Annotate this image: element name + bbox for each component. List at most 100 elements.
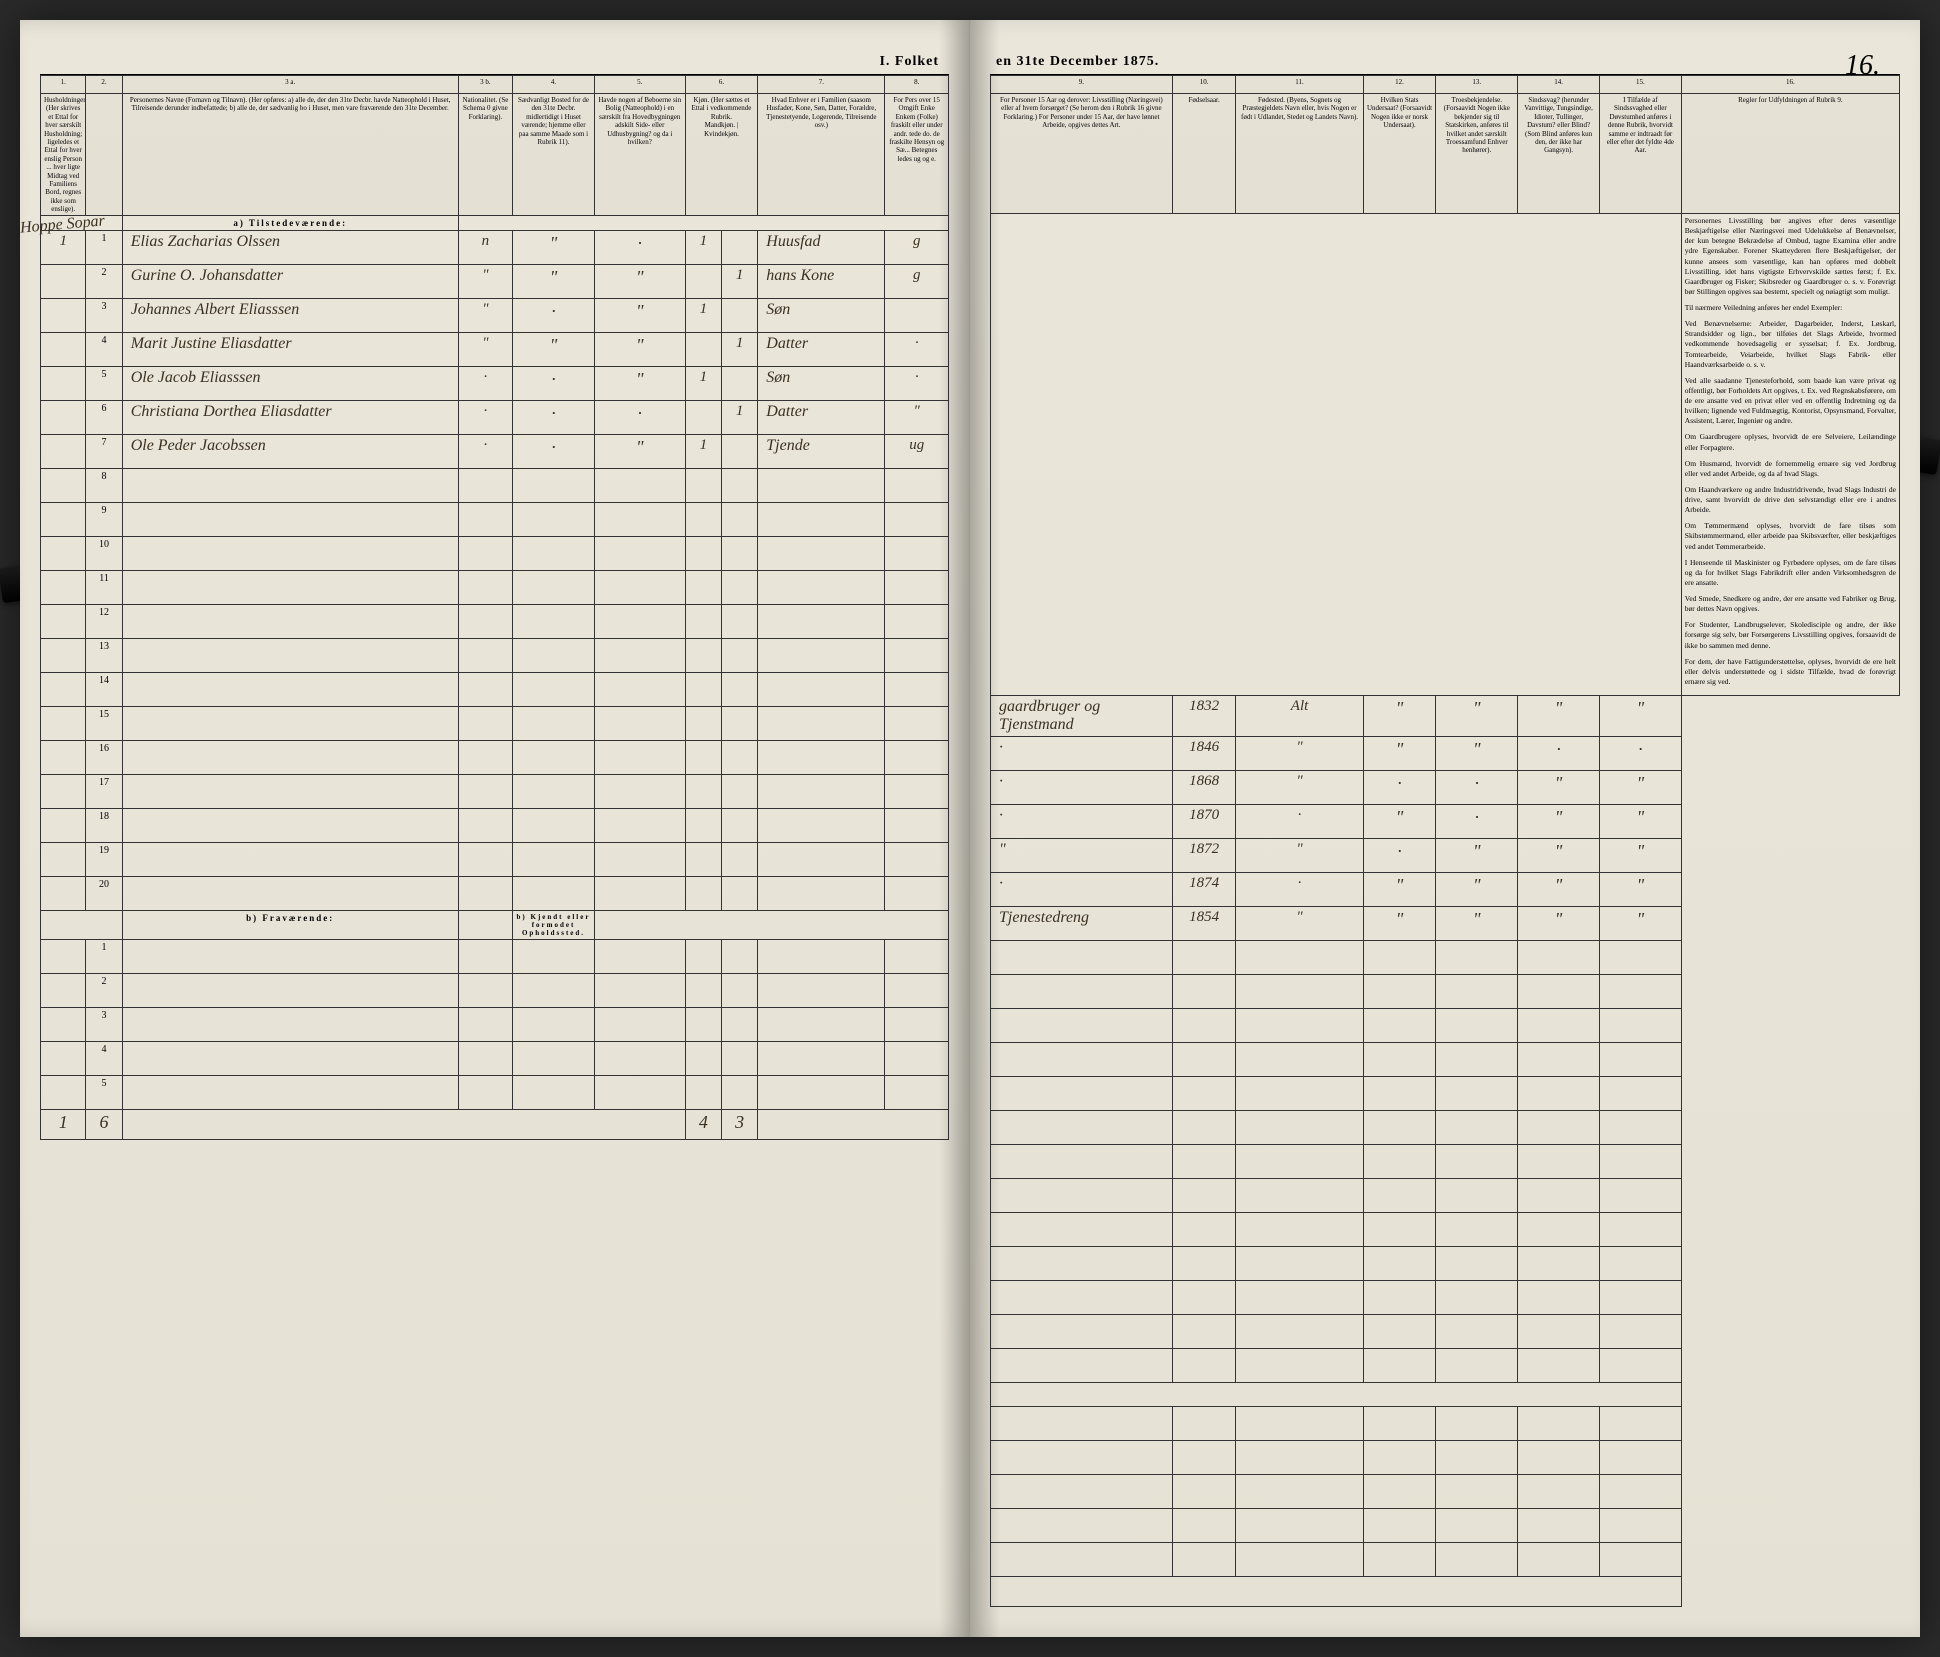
section-a-label: a) Tilstedeværende: <box>122 216 458 231</box>
cell-year: 1846 <box>1172 737 1236 771</box>
table-row-empty: 5 <box>41 1076 949 1110</box>
header-birthplace: Fødested. (Byens, Sognets og Præstegjeld… <box>1236 94 1363 214</box>
cell-female <box>721 299 757 333</box>
col-num: 4. <box>513 76 595 94</box>
header-names: Personernes Navne (Fornavn og Tilnavn). … <box>122 94 458 216</box>
table-row-empty: 15 <box>41 707 949 741</box>
cell-c13: " <box>1436 839 1518 873</box>
cell-rownum: 3 <box>86 1008 122 1042</box>
header-disability-age: I Tilfælde af Sindssvaghed eller Døvstum… <box>1599 94 1681 214</box>
rules-paragraph: Til nærmere Veiledning anføres her endel… <box>1685 303 1896 313</box>
cell-family: Søn <box>758 367 885 401</box>
cell-occupation: · <box>991 805 1173 839</box>
footer-male: 4 <box>685 1110 721 1140</box>
cell-family: Tjende <box>758 435 885 469</box>
cell-household <box>41 401 86 435</box>
cell-c14: " <box>1518 696 1600 737</box>
col-num: 15. <box>1599 76 1681 94</box>
table-row-empty <box>991 1281 1900 1315</box>
cell-c5: " <box>594 333 685 367</box>
rules-paragraph: I Henseende til Maskinister og Fyrbødere… <box>1685 558 1896 588</box>
rules-sidebar: Personernes Livsstilling bør angives eft… <box>1681 214 1899 696</box>
cell-rownum: 12 <box>86 605 122 639</box>
header-sex: Kjøn. (Her sættes et Ettal i vedkommende… <box>685 94 758 216</box>
cell-year: 1874 <box>1172 873 1236 907</box>
table-row-empty: 16 <box>41 741 949 775</box>
table-row-empty <box>991 941 1900 975</box>
cell-name: Johannes Albert Eliasssen <box>122 299 458 333</box>
cell-nat: · <box>458 401 512 435</box>
table-row-empty: 20 <box>41 877 949 911</box>
cell-birthplace: · <box>1236 873 1363 907</box>
table-row-empty: 14 <box>41 673 949 707</box>
header-household: Husholdninger. (Her skrives et Ettal for… <box>41 94 86 216</box>
col-num: 2. <box>86 76 122 94</box>
col-num: 12. <box>1363 76 1436 94</box>
cell-birthplace: " <box>1236 737 1363 771</box>
header-person-num <box>86 94 122 216</box>
cell-rownum: 1 <box>86 940 122 974</box>
cell-female <box>721 231 757 265</box>
header-outbuilding: Havde nogen af Beboerne sin Bolig (Natte… <box>594 94 685 216</box>
cell-c14: " <box>1518 805 1600 839</box>
cell-c13: " <box>1436 873 1518 907</box>
cell-c15: " <box>1599 771 1681 805</box>
cell-family: Datter <box>758 333 885 367</box>
cell-c15: " <box>1599 873 1681 907</box>
cell-year: 1870 <box>1172 805 1236 839</box>
cell-family: Datter <box>758 401 885 435</box>
cell-occupation: · <box>991 873 1173 907</box>
table-row: "1872"·""" <box>991 839 1900 873</box>
section-a-label-row: a) Tilstedeværende: <box>41 216 949 231</box>
cell-marital: · <box>885 367 949 401</box>
cell-household <box>41 367 86 401</box>
rules-paragraph: Ved Benævnelserne: Arbeider, Dagarbeider… <box>1685 319 1896 370</box>
cell-occupation: · <box>991 737 1173 771</box>
cell-c12: · <box>1363 839 1436 873</box>
cell-c12: " <box>1363 737 1436 771</box>
col-num: 3 a. <box>122 76 458 94</box>
cell-c14: " <box>1518 771 1600 805</box>
cell-nat: · <box>458 367 512 401</box>
footer-persons: 6 <box>86 1110 122 1140</box>
cell-marital: g <box>885 231 949 265</box>
cell-family: Huusfad <box>758 231 885 265</box>
cell-rownum: 9 <box>86 503 122 537</box>
table-row: gaardbruger og Tjenstmand1832Alt"""" <box>991 696 1900 737</box>
census-book: Hoppe Sopar I. Folket 1. 2. 3 a. 3 b. 4.… <box>20 20 1920 1637</box>
table-row-empty <box>991 1111 1900 1145</box>
rules-paragraph: For dem, der have Fattigunderstøttelse, … <box>1685 657 1896 687</box>
table-row-empty <box>991 1407 1900 1441</box>
table-row-empty <box>991 1441 1900 1475</box>
cell-nat: n <box>458 231 512 265</box>
cell-c4: · <box>513 299 595 333</box>
cell-rownum: 16 <box>86 741 122 775</box>
col-num: 6. <box>685 76 758 94</box>
header-citizenship: Hvilken Stats Undersaat? (Forsaavidt Nog… <box>1363 94 1436 214</box>
table-row-empty: 1 <box>41 940 949 974</box>
footer-female: 3 <box>721 1110 757 1140</box>
cell-male: 1 <box>685 435 721 469</box>
section-b-spacer <box>991 1383 1900 1407</box>
table-row-empty <box>991 1475 1900 1509</box>
cell-nat: " <box>458 299 512 333</box>
cell-rownum: 1 <box>86 231 122 265</box>
header-text-row: For Personer 15 Aar og derover: Livsstil… <box>991 94 1900 214</box>
cell-female: 1 <box>721 401 757 435</box>
table-row-empty <box>991 1043 1900 1077</box>
header-occupation: For Personer 15 Aar og derover: Livsstil… <box>991 94 1173 214</box>
cell-rownum: 2 <box>86 265 122 299</box>
cell-c12: " <box>1363 696 1436 737</box>
header-nationality: Nationalitet. (Se Schema 0 givne Forklar… <box>458 94 512 216</box>
table-row: 3Johannes Albert Eliasssen"·"1Søn <box>41 299 949 333</box>
cell-name: Ole Jacob Eliasssen <box>122 367 458 401</box>
table-row-empty <box>991 1247 1900 1281</box>
header-disability: Sindssvag? (herunder Vanvittige, Tungsin… <box>1518 94 1600 214</box>
rules-paragraph: Personernes Livsstilling bør angives eft… <box>1685 216 1896 297</box>
cell-family: Søn <box>758 299 885 333</box>
cell-c13: · <box>1436 771 1518 805</box>
cell-rownum: 7 <box>86 435 122 469</box>
page-number: 16. <box>1845 50 1880 82</box>
cell-year: 1872 <box>1172 839 1236 873</box>
header-rules: Regler for Udfyldningen af Rubrik 9. <box>1681 94 1899 214</box>
